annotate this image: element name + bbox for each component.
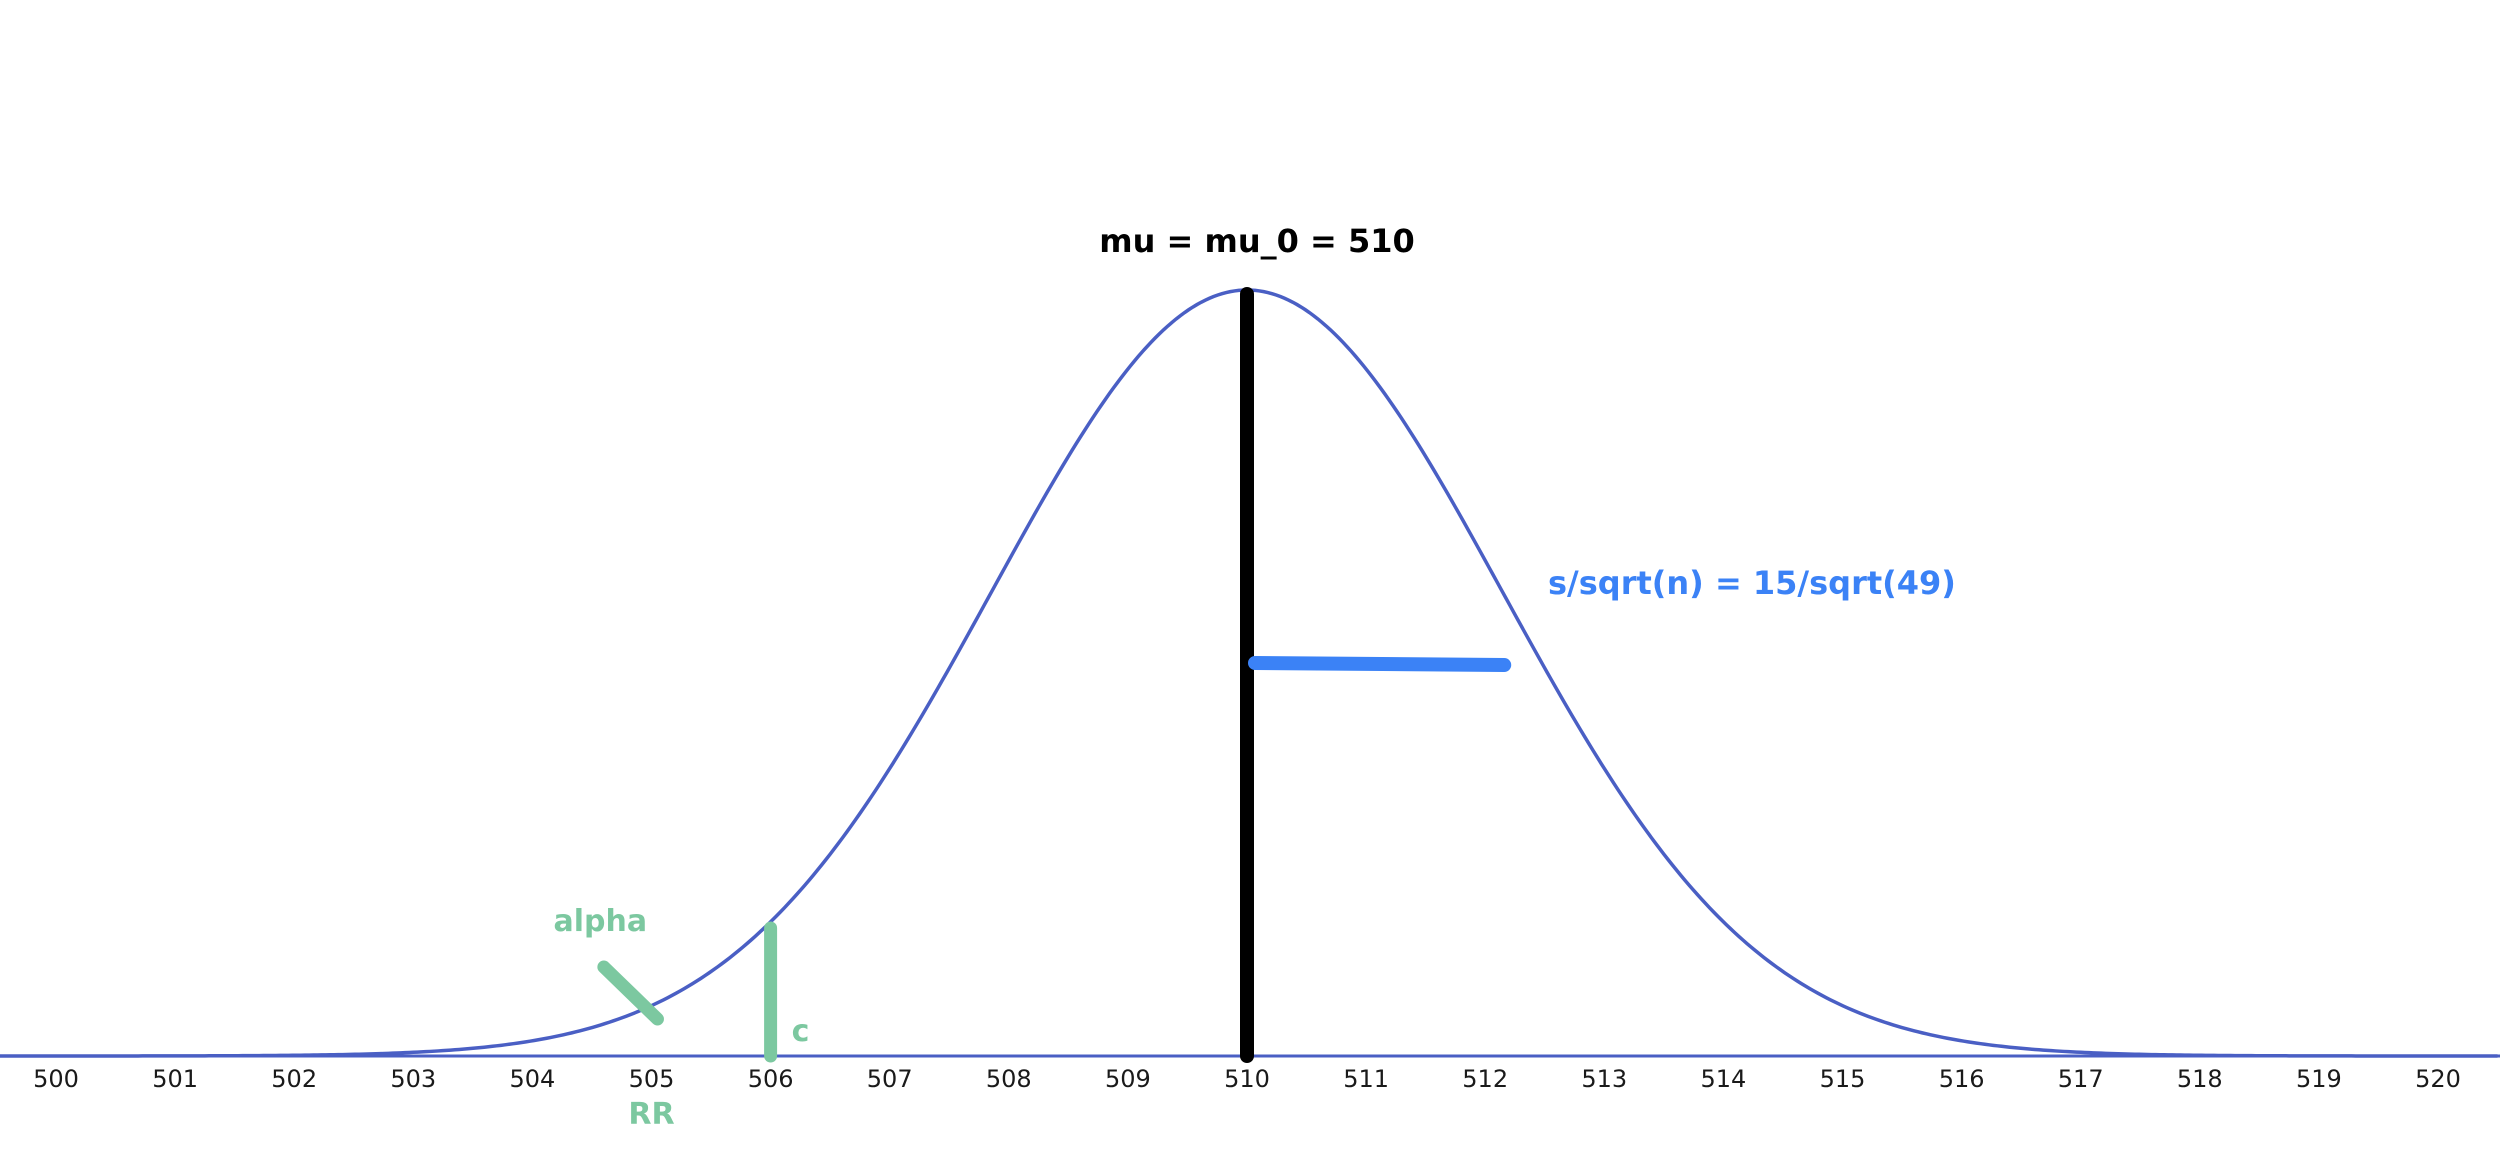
- tick-label: 520: [2415, 1065, 2461, 1093]
- tick-label: 503: [390, 1065, 436, 1093]
- tick-label: 514: [1700, 1065, 1746, 1093]
- tick-label: 506: [748, 1065, 794, 1093]
- tick-label: 500: [33, 1065, 79, 1093]
- tick-label: 510: [1224, 1065, 1270, 1093]
- alpha-label: alpha: [553, 904, 647, 939]
- tick-label: 518: [2177, 1065, 2223, 1093]
- x-axis-tick-labels: 500 501 502 503 504 505 506 507 508 509 510 511 512 5…: [33, 1065, 2461, 1093]
- tick-label: 511: [1343, 1065, 1389, 1093]
- tick-label: 507: [867, 1065, 913, 1093]
- tick-label: 516: [1939, 1065, 1985, 1093]
- standard-error-label: s/sqrt(n) = 15/sqrt(49): [1548, 564, 1956, 602]
- standard-error-line: [1248, 656, 1512, 672]
- tick-label: 502: [271, 1065, 317, 1093]
- tick-label: 519: [2296, 1065, 2342, 1093]
- rejection-region-label: RR: [628, 1097, 674, 1132]
- tick-label: 513: [1581, 1065, 1627, 1093]
- mean-label: mu = mu_0 = 510: [1099, 222, 1415, 260]
- tick-label: 517: [2058, 1065, 2104, 1093]
- tick-label: 501: [152, 1065, 198, 1093]
- tick-label: 505: [629, 1065, 675, 1093]
- critical-value-label: c: [792, 1014, 810, 1049]
- tick-label: 515: [1820, 1065, 1866, 1093]
- tick-label: 504: [509, 1065, 555, 1093]
- tick-label: 509: [1105, 1065, 1151, 1093]
- alpha-pointer: [597, 960, 664, 1026]
- tick-label: 508: [986, 1065, 1032, 1093]
- tick-label: 512: [1462, 1065, 1508, 1093]
